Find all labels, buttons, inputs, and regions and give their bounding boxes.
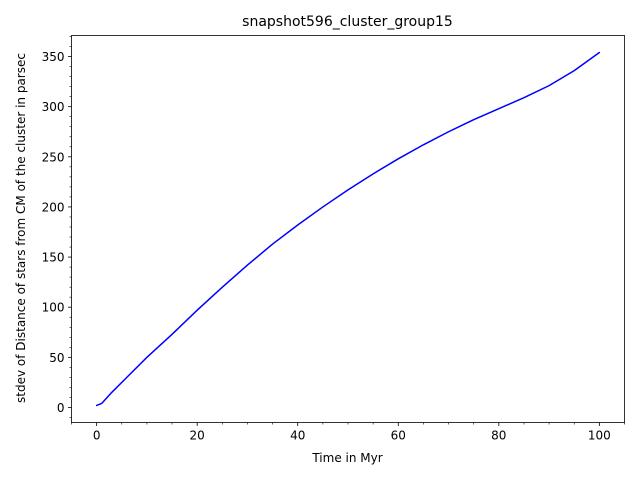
y-tick-label: 100 (42, 301, 65, 315)
series-layer (95, 51, 601, 407)
x-tick-label: 100 (588, 429, 611, 443)
x-tick-label: 40 (290, 429, 305, 443)
y-tick-label: 50 (49, 351, 64, 365)
x-tick-label: 0 (93, 429, 101, 443)
y-tick-label: 300 (42, 100, 65, 114)
ticks-layer: 0 20 40 60 80 100 0 50 100 150 200 250 300 350 (42, 36, 625, 443)
y-tick-label: 0 (57, 401, 65, 415)
y-tick-label: 350 (42, 50, 65, 64)
y-tick-label: 200 (42, 200, 65, 214)
y-axis-label: stdev of Distance of stars from CM of th… (14, 53, 28, 403)
chart-title: snapshot596_cluster_group15 (242, 14, 453, 30)
x-tick-label: 20 (190, 429, 205, 443)
x-tick-label: 80 (491, 429, 506, 443)
plot-frame (71, 35, 625, 423)
x-axis-label: Time in Myr (311, 451, 382, 465)
y-tick-label: 150 (42, 251, 65, 265)
x-tick-label: 60 (391, 429, 406, 443)
series-line (95, 51, 601, 407)
y-tick-label: 250 (42, 150, 65, 164)
